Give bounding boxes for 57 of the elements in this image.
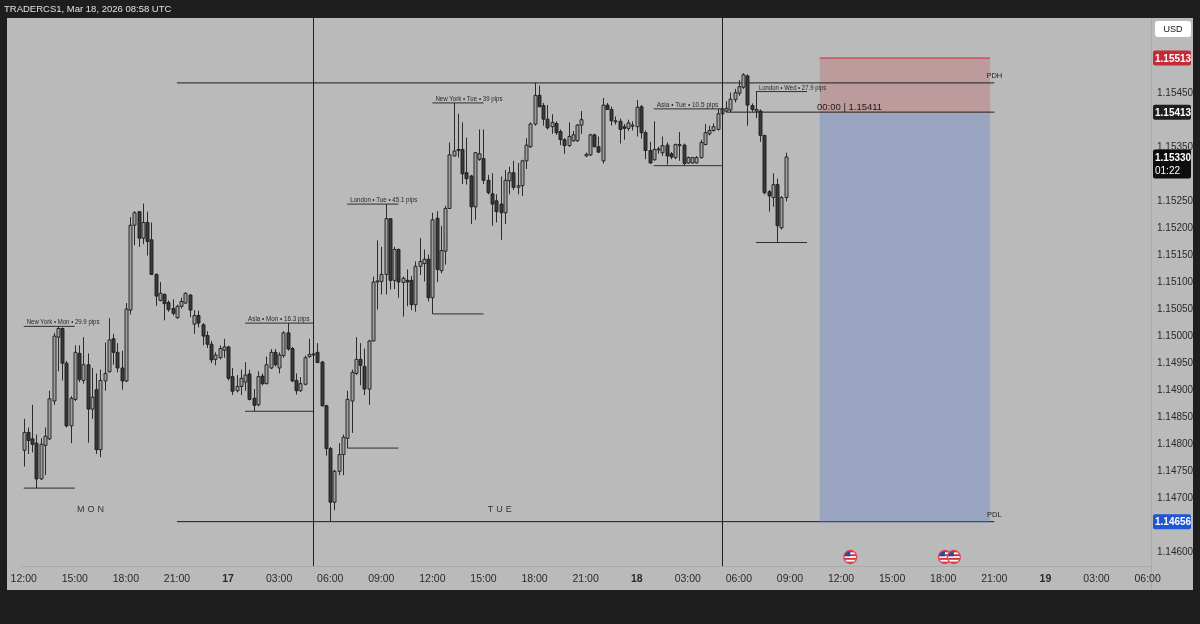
annotation: TUE <box>487 504 515 514</box>
candlestick <box>94 372 99 455</box>
x-tick-label: 09:00 <box>776 572 804 584</box>
x-tick-label: 12:00 <box>827 572 855 584</box>
y-tick-label: 1.14750 <box>1157 465 1194 477</box>
x-tick-label: 18:00 <box>112 572 140 584</box>
y-tick-label: 1.14600 <box>1157 546 1194 558</box>
candlestick <box>652 120 657 162</box>
y-tick-label: 1.14800 <box>1157 438 1194 450</box>
annotation: MON <box>77 504 108 514</box>
y-tick-label: 1.15350 <box>1157 140 1194 152</box>
y-tick-label: 1.14950 <box>1157 357 1194 369</box>
annotation: 00:00 | 1.15411 <box>817 100 883 112</box>
y-tick-label: 1.15050 <box>1157 303 1194 314</box>
candlestick <box>256 370 261 407</box>
x-tick-label: 18:00 <box>521 572 548 584</box>
candlestick <box>690 156 695 164</box>
y-tick-label: 1.14850 <box>1157 411 1194 423</box>
x-tick-label: 06:00 <box>317 572 344 584</box>
y-tick-label: 1.15000 <box>1157 330 1194 342</box>
y-tick-label: 1.14900 <box>1157 384 1194 396</box>
x-tick-label: 12:00 <box>10 572 37 584</box>
x-tick-label: 03:00 <box>1083 572 1110 584</box>
annotation: 1.15413 <box>1155 106 1192 118</box>
x-tick-label: 15:00 <box>61 572 89 584</box>
candlestick <box>588 133 593 157</box>
y-tick-label: 1.15200 <box>1157 221 1194 233</box>
x-tick-label: 19 <box>1039 572 1052 584</box>
annotation: 1.15513 <box>1155 52 1192 64</box>
text: 1.15330 01:22 <box>1155 151 1192 176</box>
x-tick-label: 06:00 <box>725 572 753 584</box>
x-tick-label: 15:00 <box>879 572 906 584</box>
y-tick-label: 1.15150 <box>1157 248 1194 260</box>
candlestick <box>22 418 27 467</box>
candlestick <box>622 123 627 141</box>
chart-title: TRADERCS1, Mar 18, 2026 08:58 UTC <box>4 3 172 14</box>
x-tick-label: 09:00 <box>368 572 395 584</box>
x-tick-label: 17 <box>222 572 235 584</box>
x-tick-label: 15:00 <box>470 572 497 584</box>
candlestick <box>490 172 495 227</box>
x-tick-label: 21:00 <box>572 572 599 584</box>
y-axis-title: USD <box>1163 24 1183 34</box>
candlestick <box>609 106 614 127</box>
x-tick-label: 21:00 <box>981 572 1008 584</box>
y-tick-label: 1.15100 <box>1157 275 1194 287</box>
x-tick-label: 12:00 <box>419 572 446 584</box>
x-tick-label: 21:00 <box>163 572 191 584</box>
y-tick-label: 1.14700 <box>1157 492 1194 504</box>
y-tick-label: 1.15450 <box>1157 86 1194 98</box>
candlestick <box>201 322 206 346</box>
x-tick-label: 18 <box>630 572 643 584</box>
x-tick-label: 18:00 <box>930 572 957 584</box>
x-tick-label: 03:00 <box>674 572 702 584</box>
x-tick-label: 03:00 <box>265 572 293 584</box>
x-tick-label: 06:00 <box>1134 572 1161 584</box>
y-tick-label: 1.15250 <box>1157 194 1194 206</box>
annotation: 1.14656 <box>1155 516 1192 528</box>
